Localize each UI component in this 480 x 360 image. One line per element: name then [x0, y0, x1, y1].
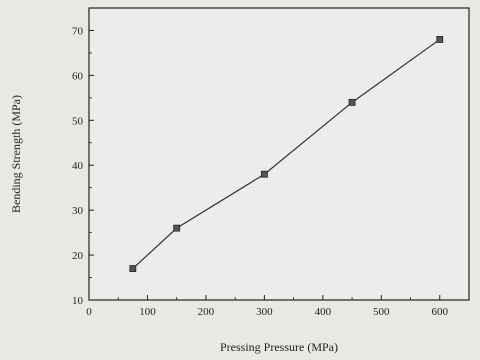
y-tick-label: 20 [72, 250, 84, 262]
y-axis-label: Bending Strength (MPa) [9, 95, 23, 213]
y-tick-label: 70 [72, 25, 84, 37]
axes: 0 100 200 300 400 500 600 10 20 30 40 50 60 70 [72, 7, 470, 318]
plot-frame [88, 7, 470, 301]
y-tick-label: 60 [72, 70, 84, 82]
data-point [173, 224, 181, 232]
x-tick-label: 200 [198, 306, 215, 318]
x-tick-label: 500 [373, 306, 390, 318]
data-point [436, 36, 444, 43]
x-tick-label: 300 [256, 306, 273, 318]
series-layer [129, 36, 444, 272]
x-tick-label: 600 [432, 306, 449, 318]
data-point [348, 98, 356, 106]
y-tick-label: 50 [72, 115, 84, 127]
x-tick-label: 100 [139, 306, 156, 318]
data-point [260, 170, 268, 178]
y-tick-label: 10 [72, 295, 84, 307]
x-tick-label: 400 [315, 306, 332, 318]
x-tick-label: 0 [86, 306, 92, 318]
y-tick-label: 40 [72, 160, 84, 172]
data-point [129, 265, 137, 272]
x-axis-label: Pressing Pressure (MPa) [220, 340, 338, 354]
y-tick-label: 30 [72, 205, 84, 217]
